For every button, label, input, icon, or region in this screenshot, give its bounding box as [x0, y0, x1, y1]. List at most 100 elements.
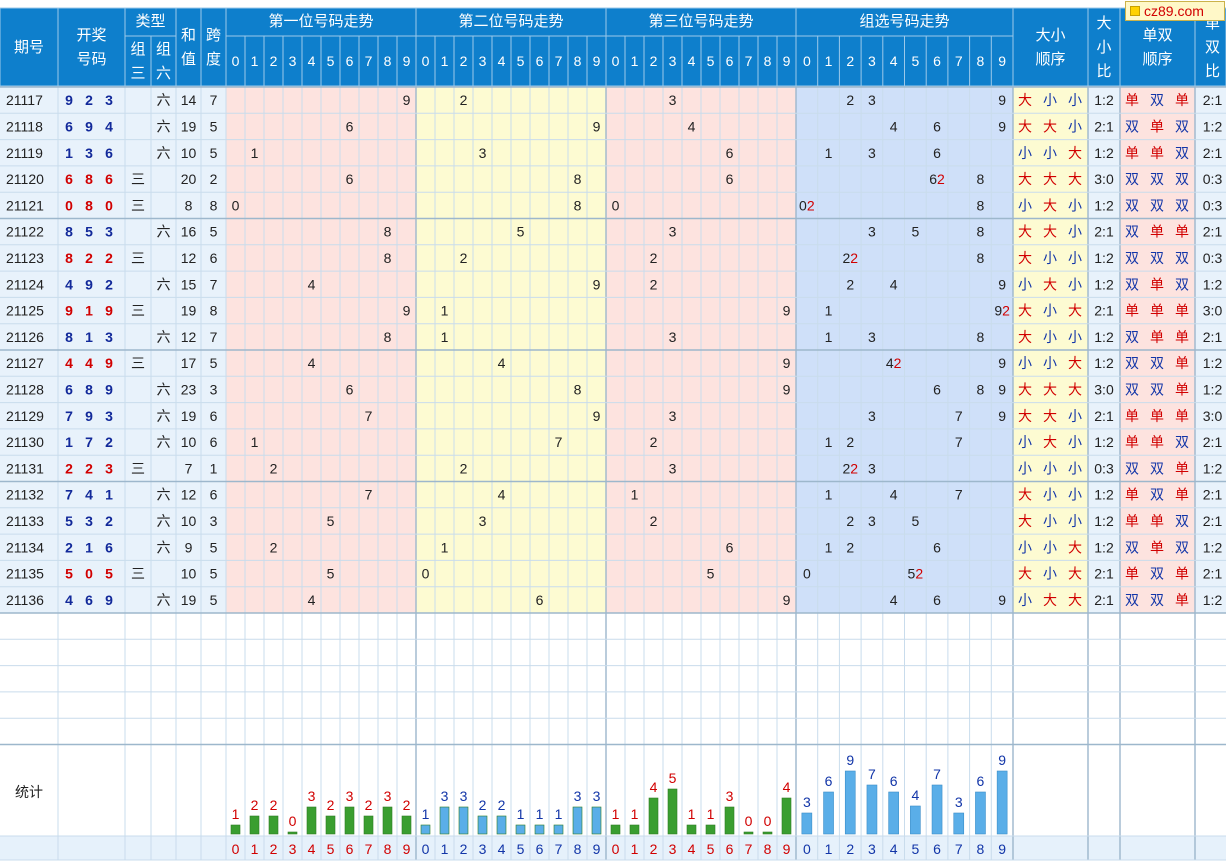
- sum-value: 23: [181, 381, 197, 397]
- header-issue: 期号: [14, 39, 44, 56]
- stat-bar-label: 0: [289, 813, 297, 829]
- trend-digit: 8: [384, 224, 392, 240]
- header-digit: 1: [631, 53, 639, 69]
- group-digit: 7: [955, 408, 963, 424]
- draw-digit: 2: [85, 460, 93, 476]
- size-mark: 小: [1018, 539, 1032, 555]
- stat-bar: [931, 784, 943, 835]
- draw-digit: 2: [105, 434, 113, 450]
- issue-number: 21118: [6, 118, 43, 134]
- oe-ratio: 2:1: [1203, 92, 1223, 108]
- group-digit: 3: [868, 224, 876, 240]
- draw-digit: 7: [85, 434, 93, 450]
- size-mark: 小: [1068, 329, 1082, 345]
- draw-digit: 9: [105, 355, 113, 371]
- stat-bar: [996, 770, 1008, 835]
- stat-bar: [496, 815, 507, 835]
- oe-mark: 单: [1175, 224, 1189, 240]
- oe-mark: 单: [1175, 460, 1189, 476]
- size-ratio: 2:1: [1094, 224, 1114, 240]
- span-value: 7: [210, 92, 218, 108]
- header-span: 度: [206, 51, 221, 68]
- footer-digit: 4: [890, 841, 898, 857]
- type-mark: 六: [157, 276, 171, 292]
- size-mark: 大: [1018, 250, 1032, 266]
- stats-label: 统计: [15, 784, 43, 800]
- group-digit: 6: [933, 592, 941, 608]
- draw-digit: 8: [65, 329, 73, 345]
- type-mark: 三: [131, 303, 145, 319]
- size-mark: 小: [1043, 329, 1057, 345]
- header-pos1: 第一位号码走势: [268, 12, 373, 30]
- header-size-ratio: 大: [1096, 15, 1111, 32]
- trend-digit: 9: [593, 276, 601, 292]
- trend-digit: 5: [327, 513, 335, 529]
- oe-ratio: 0:3: [1203, 197, 1223, 213]
- logo-square-icon: [1130, 6, 1140, 16]
- header-digit: 6: [933, 53, 941, 69]
- type-mark: 三: [131, 355, 145, 371]
- type-mark: 六: [157, 329, 171, 345]
- site-logo[interactable]: cz89.com: [1125, 1, 1225, 21]
- draw-digit: 1: [65, 434, 73, 450]
- group-digit: 5: [911, 224, 919, 240]
- trend-digit: 9: [403, 303, 411, 319]
- header-digit: 1: [251, 53, 259, 69]
- issue-number: 21122: [6, 224, 44, 240]
- group-digit: 6: [933, 145, 941, 161]
- size-ratio: 0:3: [1094, 460, 1114, 476]
- header-span: 跨: [206, 27, 221, 44]
- issue-number: 21129: [6, 408, 44, 424]
- group-digit: 4: [890, 592, 898, 608]
- header-oe-order: 单双: [1142, 27, 1172, 44]
- trend-digit: 2: [460, 460, 468, 476]
- header-digit: 9: [783, 53, 791, 69]
- oe-mark: 单: [1125, 92, 1139, 108]
- stat-bar-label: 2: [251, 797, 259, 813]
- group-digit: 4: [890, 118, 898, 134]
- oe-mark: 双: [1150, 592, 1164, 608]
- size-mark: 小: [1043, 566, 1057, 582]
- sum-value: 14: [181, 92, 197, 108]
- stat-bar-label: 0: [764, 813, 772, 829]
- size-mark: 大: [1018, 329, 1032, 345]
- header-digit: 5: [327, 53, 335, 69]
- size-ratio: 2:1: [1094, 303, 1114, 319]
- stat-bar-label: 1: [555, 806, 563, 822]
- oe-mark: 单: [1150, 145, 1164, 161]
- stat-bar: [705, 824, 716, 835]
- size-mark: 小: [1068, 92, 1082, 108]
- oe-ratio: 1:2: [1203, 539, 1223, 555]
- group-digit: 4: [890, 276, 898, 292]
- span-value: 3: [210, 381, 218, 397]
- stat-bar-label: 1: [232, 806, 240, 822]
- trend-digit: 6: [726, 171, 734, 187]
- stat-bar: [648, 797, 659, 835]
- type-mark: 六: [157, 224, 171, 240]
- header-type-zu6: 六: [156, 65, 171, 82]
- footer-digit: 1: [631, 841, 639, 857]
- size-mark: 大: [1043, 224, 1057, 240]
- size-mark: 小: [1068, 276, 1082, 292]
- footer-digit: 4: [308, 841, 316, 857]
- header-digit: 2: [846, 53, 854, 69]
- span-value: 5: [210, 145, 218, 161]
- size-mark: 小: [1043, 460, 1057, 476]
- type-mark: 六: [157, 434, 171, 450]
- trend-digit: 4: [308, 276, 316, 292]
- trend-digit: 7: [365, 408, 373, 424]
- issue-number: 21124: [6, 276, 44, 292]
- oe-ratio: 2:1: [1203, 329, 1223, 345]
- header-digit: 9: [593, 53, 601, 69]
- trend-digit: 3: [669, 460, 677, 476]
- type-mark: 六: [157, 408, 171, 424]
- oe-mark: 单: [1175, 592, 1189, 608]
- header-type-zu3: 组: [130, 41, 145, 58]
- oe-mark: 双: [1125, 460, 1139, 476]
- header-digit: 3: [479, 53, 487, 69]
- footer-digit: 9: [403, 841, 411, 857]
- type-mark: 三: [131, 250, 145, 266]
- size-mark: 大: [1068, 145, 1082, 161]
- size-mark: 大: [1018, 487, 1032, 503]
